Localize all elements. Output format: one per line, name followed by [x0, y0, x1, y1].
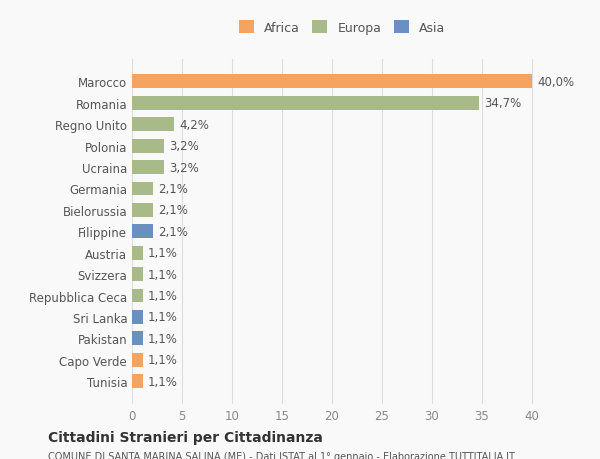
Bar — [132, 332, 143, 346]
Text: 1,1%: 1,1% — [148, 332, 178, 345]
Text: 4,2%: 4,2% — [179, 118, 209, 131]
Bar — [132, 225, 153, 239]
Text: 1,1%: 1,1% — [148, 353, 178, 366]
Bar — [132, 375, 143, 388]
Bar — [132, 97, 479, 111]
Bar — [132, 246, 143, 260]
Text: 3,2%: 3,2% — [169, 140, 199, 153]
Text: 2,1%: 2,1% — [158, 225, 188, 238]
Bar — [132, 75, 532, 89]
Text: COMUNE DI SANTA MARINA SALINA (ME) - Dati ISTAT al 1° gennaio - Elaborazione TUT: COMUNE DI SANTA MARINA SALINA (ME) - Dat… — [48, 451, 515, 459]
Bar — [132, 140, 164, 153]
Text: 2,1%: 2,1% — [158, 183, 188, 196]
Bar — [132, 353, 143, 367]
Bar — [132, 118, 174, 132]
Text: Cittadini Stranieri per Cittadinanza: Cittadini Stranieri per Cittadinanza — [48, 430, 323, 444]
Bar — [132, 161, 164, 175]
Text: 1,1%: 1,1% — [148, 375, 178, 388]
Bar — [132, 310, 143, 324]
Text: 1,1%: 1,1% — [148, 268, 178, 281]
Legend: Africa, Europa, Asia: Africa, Europa, Asia — [239, 21, 445, 35]
Text: 1,1%: 1,1% — [148, 289, 178, 302]
Text: 34,7%: 34,7% — [484, 97, 521, 110]
Text: 3,2%: 3,2% — [169, 161, 199, 174]
Text: 1,1%: 1,1% — [148, 246, 178, 260]
Bar — [132, 268, 143, 281]
Text: 40,0%: 40,0% — [537, 76, 574, 89]
Text: 1,1%: 1,1% — [148, 311, 178, 324]
Bar — [132, 203, 153, 218]
Text: 2,1%: 2,1% — [158, 204, 188, 217]
Bar — [132, 289, 143, 303]
Bar — [132, 182, 153, 196]
